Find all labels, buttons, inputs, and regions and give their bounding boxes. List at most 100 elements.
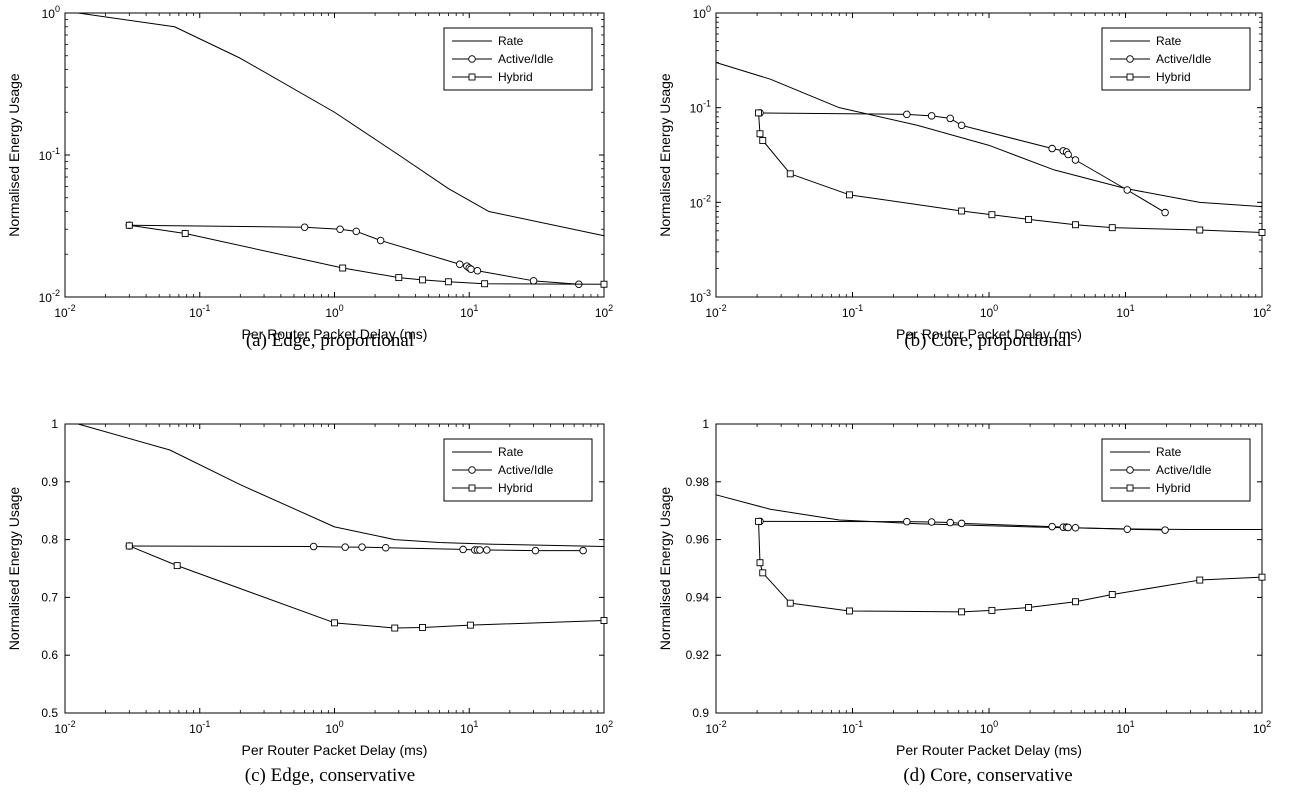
legend-marker [1126,484,1134,492]
data-point [529,277,538,285]
legend: Rate Active/Idle Hybrid [443,438,593,502]
series-line [77,423,605,548]
x-tick-label: 101 [1116,719,1134,736]
data-point [309,542,318,551]
data-point [755,109,763,117]
legend-label: Hybrid [498,70,533,84]
legend-label: Hybrid [498,481,533,495]
data-point [958,207,966,215]
data-point [1071,524,1080,532]
x-tick-label: 10-1 [189,719,210,736]
y-axis-label: Normalised Energy Usage [6,487,22,651]
x-tick-label: 101 [460,719,478,736]
y-axis-label: Normalised Energy Usage [657,73,673,237]
legend: Rate Active/Idle Hybrid [1101,438,1251,502]
x-tick-label: 100 [980,719,998,736]
data-point [483,546,491,554]
x-tick-label: 10-1 [189,303,210,320]
legend-label: Rate [1156,445,1182,459]
subfigure-caption: (d) Core, conservative [903,765,1072,786]
chart-panel-2: 10-2 10-1 100 101 102 0.5 0.6 0.7 0.8 0.9 1 Per Rou… [6,417,613,786]
y-tick-label: 0.96 [686,533,710,547]
series-line [715,62,1263,208]
series-rate [77,423,605,548]
series-line [715,494,1262,530]
legend-marker [468,484,476,492]
y-axis-label: Normalised Energy Usage [657,487,673,651]
data-point [531,546,540,555]
data-point [759,137,767,144]
x-tick-label: 102 [595,303,613,320]
legend: Rate Active/Idle Hybrid [443,27,593,91]
legend: Rate Active/Idle Hybrid [1101,27,1251,91]
y-tick-label: 0.9 [41,475,58,489]
x-tick-label: 10-2 [54,303,75,320]
data-point [1196,576,1204,584]
y-tick-label: 1 [702,417,709,431]
data-point [756,130,764,138]
data-point [339,264,347,272]
data-point [756,559,764,567]
data-point [759,569,767,577]
legend-label: Rate [498,34,524,48]
data-point [786,599,794,607]
data-point [466,621,474,629]
data-point [1258,229,1266,236]
data-point [459,545,467,554]
series-rate [715,494,1262,530]
y-tick-label: 10-2 [690,193,711,210]
x-tick-label: 10-1 [842,303,863,320]
series-hybrid [125,221,608,288]
series-line [129,545,584,552]
legend-label: Rate [498,445,524,459]
data-point [1196,226,1204,234]
data-point [1025,604,1033,611]
data-point [946,518,954,527]
data-point [1048,144,1056,153]
series-line [759,112,1166,213]
data-point [1064,523,1072,532]
legend-label: Rate [1156,34,1182,48]
data-point [1072,598,1079,606]
data-point [467,265,475,273]
series-line [77,12,605,237]
data-point [988,211,996,219]
legend-label: Active/Idle [1156,52,1212,66]
data-point [903,110,911,119]
y-tick-label: 0.9 [692,706,709,720]
series-hybrid [755,109,1266,236]
y-tick-label: 10-2 [39,288,60,305]
y-tick-label: 0.8 [41,533,58,547]
data-point [846,191,853,199]
x-tick-label: 100 [325,303,343,320]
data-point [336,225,344,233]
data-point [957,519,966,528]
legend-label: Active/Idle [498,463,554,477]
y-tick-label: 0.6 [41,648,58,662]
data-point [419,276,426,284]
legend-marker [468,73,476,81]
series-rate [77,12,605,237]
series-active-idle [125,221,583,288]
x-tick-label: 10-2 [54,719,75,736]
series-hybrid [125,542,608,632]
legend-label: Active/Idle [498,52,554,66]
data-point [1123,525,1132,533]
data-point [376,236,385,245]
series-active-idle [756,109,1169,217]
data-point [600,617,608,624]
data-point [381,543,390,552]
y-tick-label: 10-3 [690,288,711,305]
data-point [1258,573,1266,581]
data-point [419,624,426,631]
series-line [129,545,605,629]
legend-marker [1126,55,1134,63]
data-point [181,230,189,237]
data-point [391,624,399,632]
legend-marker [468,55,476,63]
series-line [129,224,605,285]
x-tick-label: 10-2 [705,719,726,736]
data-point [927,112,936,120]
data-point [341,543,349,551]
